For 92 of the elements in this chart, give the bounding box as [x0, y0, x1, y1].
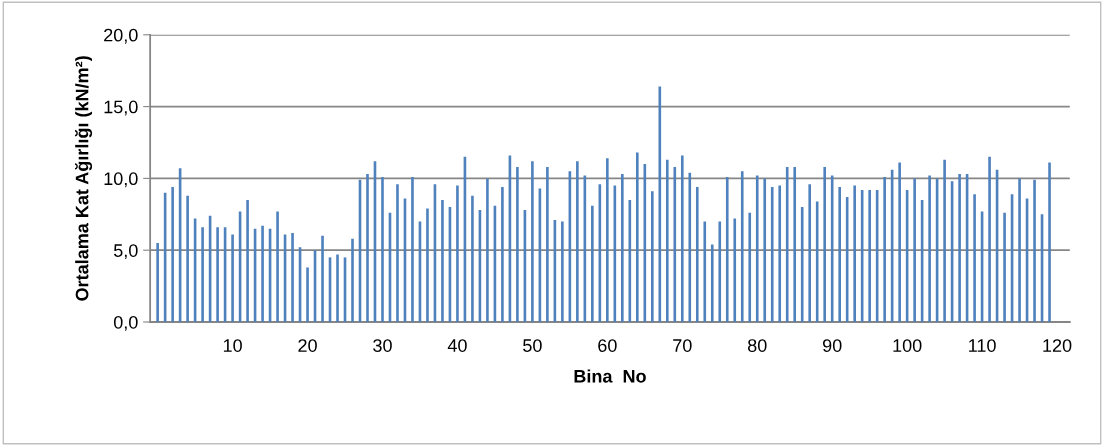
bar	[778, 185, 782, 323]
bar	[665, 159, 669, 323]
bar	[411, 176, 414, 323]
bar	[748, 212, 752, 323]
bar	[1003, 212, 1006, 323]
bar	[261, 225, 264, 323]
bar	[815, 201, 819, 323]
bar	[853, 185, 856, 323]
x-tick-label: 50	[523, 339, 542, 352]
bar	[658, 86, 662, 323]
bar	[576, 161, 579, 323]
bar	[186, 195, 189, 323]
x-tick-label: 100	[893, 339, 922, 352]
y-axis-title: Ortalama Kat Ağırlığı (kN/m²)	[74, 56, 93, 301]
y-tick-label: 0,0	[113, 315, 138, 331]
bar	[883, 176, 886, 323]
bar	[156, 243, 159, 323]
bar	[591, 205, 594, 323]
bar	[291, 232, 294, 323]
bar	[680, 155, 684, 323]
bar	[928, 175, 931, 323]
bar	[703, 221, 707, 323]
x-tick-label: 120	[1043, 339, 1072, 352]
bar	[673, 166, 677, 323]
bar	[785, 166, 789, 323]
y-tick-label: 15,0	[104, 100, 138, 116]
bar	[501, 187, 504, 323]
bar	[718, 221, 722, 323]
x-tick-label: 110	[969, 339, 996, 352]
bar	[695, 187, 699, 323]
bar	[426, 208, 429, 323]
x-tick-label: 90	[822, 339, 842, 352]
bar	[755, 175, 759, 323]
bar	[770, 187, 774, 323]
bar	[306, 267, 309, 323]
bar	[733, 218, 737, 323]
bar	[688, 172, 692, 323]
bar	[838, 187, 841, 323]
bar	[606, 158, 609, 323]
bar	[441, 199, 444, 323]
bar	[531, 161, 534, 323]
y-tick-label: 10,0	[104, 172, 138, 188]
bar	[913, 178, 916, 323]
bar	[636, 152, 639, 323]
bar	[546, 166, 549, 323]
y-tick-label: 5,0	[113, 244, 138, 260]
bar	[396, 184, 399, 323]
bar	[621, 174, 624, 323]
x-tick-label: 10	[223, 339, 242, 352]
bar	[973, 194, 976, 323]
x-tick-label: 20	[298, 339, 317, 352]
bar	[231, 234, 234, 323]
bar	[868, 189, 871, 323]
bar	[823, 166, 826, 323]
bar	[486, 178, 489, 323]
bar	[336, 254, 339, 323]
bar	[1033, 179, 1036, 323]
bar	[351, 238, 354, 323]
bar	[171, 187, 174, 323]
bar	[216, 227, 219, 323]
x-tick-label: 60	[598, 339, 617, 352]
x-tick-label: 70	[673, 339, 692, 352]
x-tick-label: 80	[747, 339, 767, 352]
x-tick-label: 30	[373, 339, 392, 352]
bar	[763, 178, 767, 323]
bar	[740, 171, 744, 323]
bar	[276, 211, 279, 323]
bar	[561, 221, 564, 323]
bar	[201, 227, 204, 323]
bar	[725, 176, 729, 323]
bar	[471, 195, 474, 323]
bar	[321, 235, 324, 323]
bar	[943, 159, 946, 323]
bar	[988, 156, 991, 323]
bar	[710, 244, 714, 323]
bar	[1048, 162, 1051, 323]
bar	[456, 185, 459, 323]
bar	[808, 184, 812, 323]
x-tick-label: 40	[447, 339, 467, 352]
bar	[366, 174, 369, 323]
bar	[650, 191, 654, 323]
x-axis-title: Bina No	[574, 369, 646, 383]
bar	[246, 199, 249, 323]
bar	[800, 207, 804, 323]
bar	[793, 166, 797, 323]
bar	[381, 176, 384, 323]
bar	[516, 166, 519, 323]
bar	[1018, 178, 1021, 323]
bar	[643, 164, 647, 323]
bar	[898, 162, 901, 323]
bar	[958, 174, 961, 323]
y-tick-label: 20,0	[104, 28, 138, 44]
